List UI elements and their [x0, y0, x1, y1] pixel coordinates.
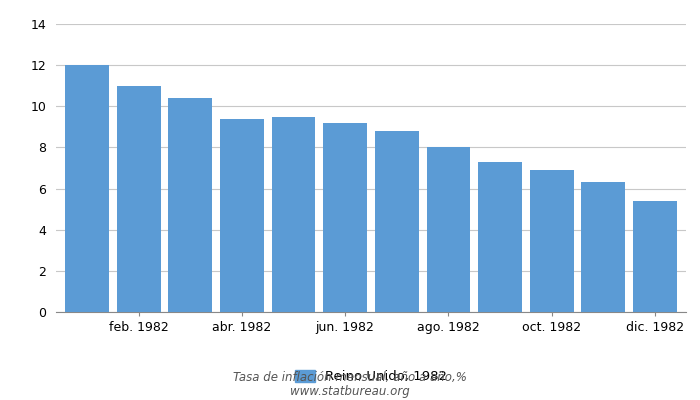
Text: Tasa de inflación mensual, año a año,%: Tasa de inflación mensual, año a año,% [233, 372, 467, 384]
Bar [168, 98, 212, 312]
Bar [530, 170, 574, 312]
Bar [478, 162, 522, 312]
Bar [65, 65, 109, 312]
Bar [375, 131, 419, 312]
Legend: Reino Unido, 1982: Reino Unido, 1982 [290, 365, 452, 389]
Bar [117, 86, 160, 312]
Bar [220, 119, 264, 312]
Text: www.statbureau.org: www.statbureau.org [290, 385, 410, 398]
Bar [633, 201, 677, 312]
Bar [426, 148, 470, 312]
Bar [272, 116, 316, 312]
Bar [582, 182, 625, 312]
Bar [323, 123, 367, 312]
